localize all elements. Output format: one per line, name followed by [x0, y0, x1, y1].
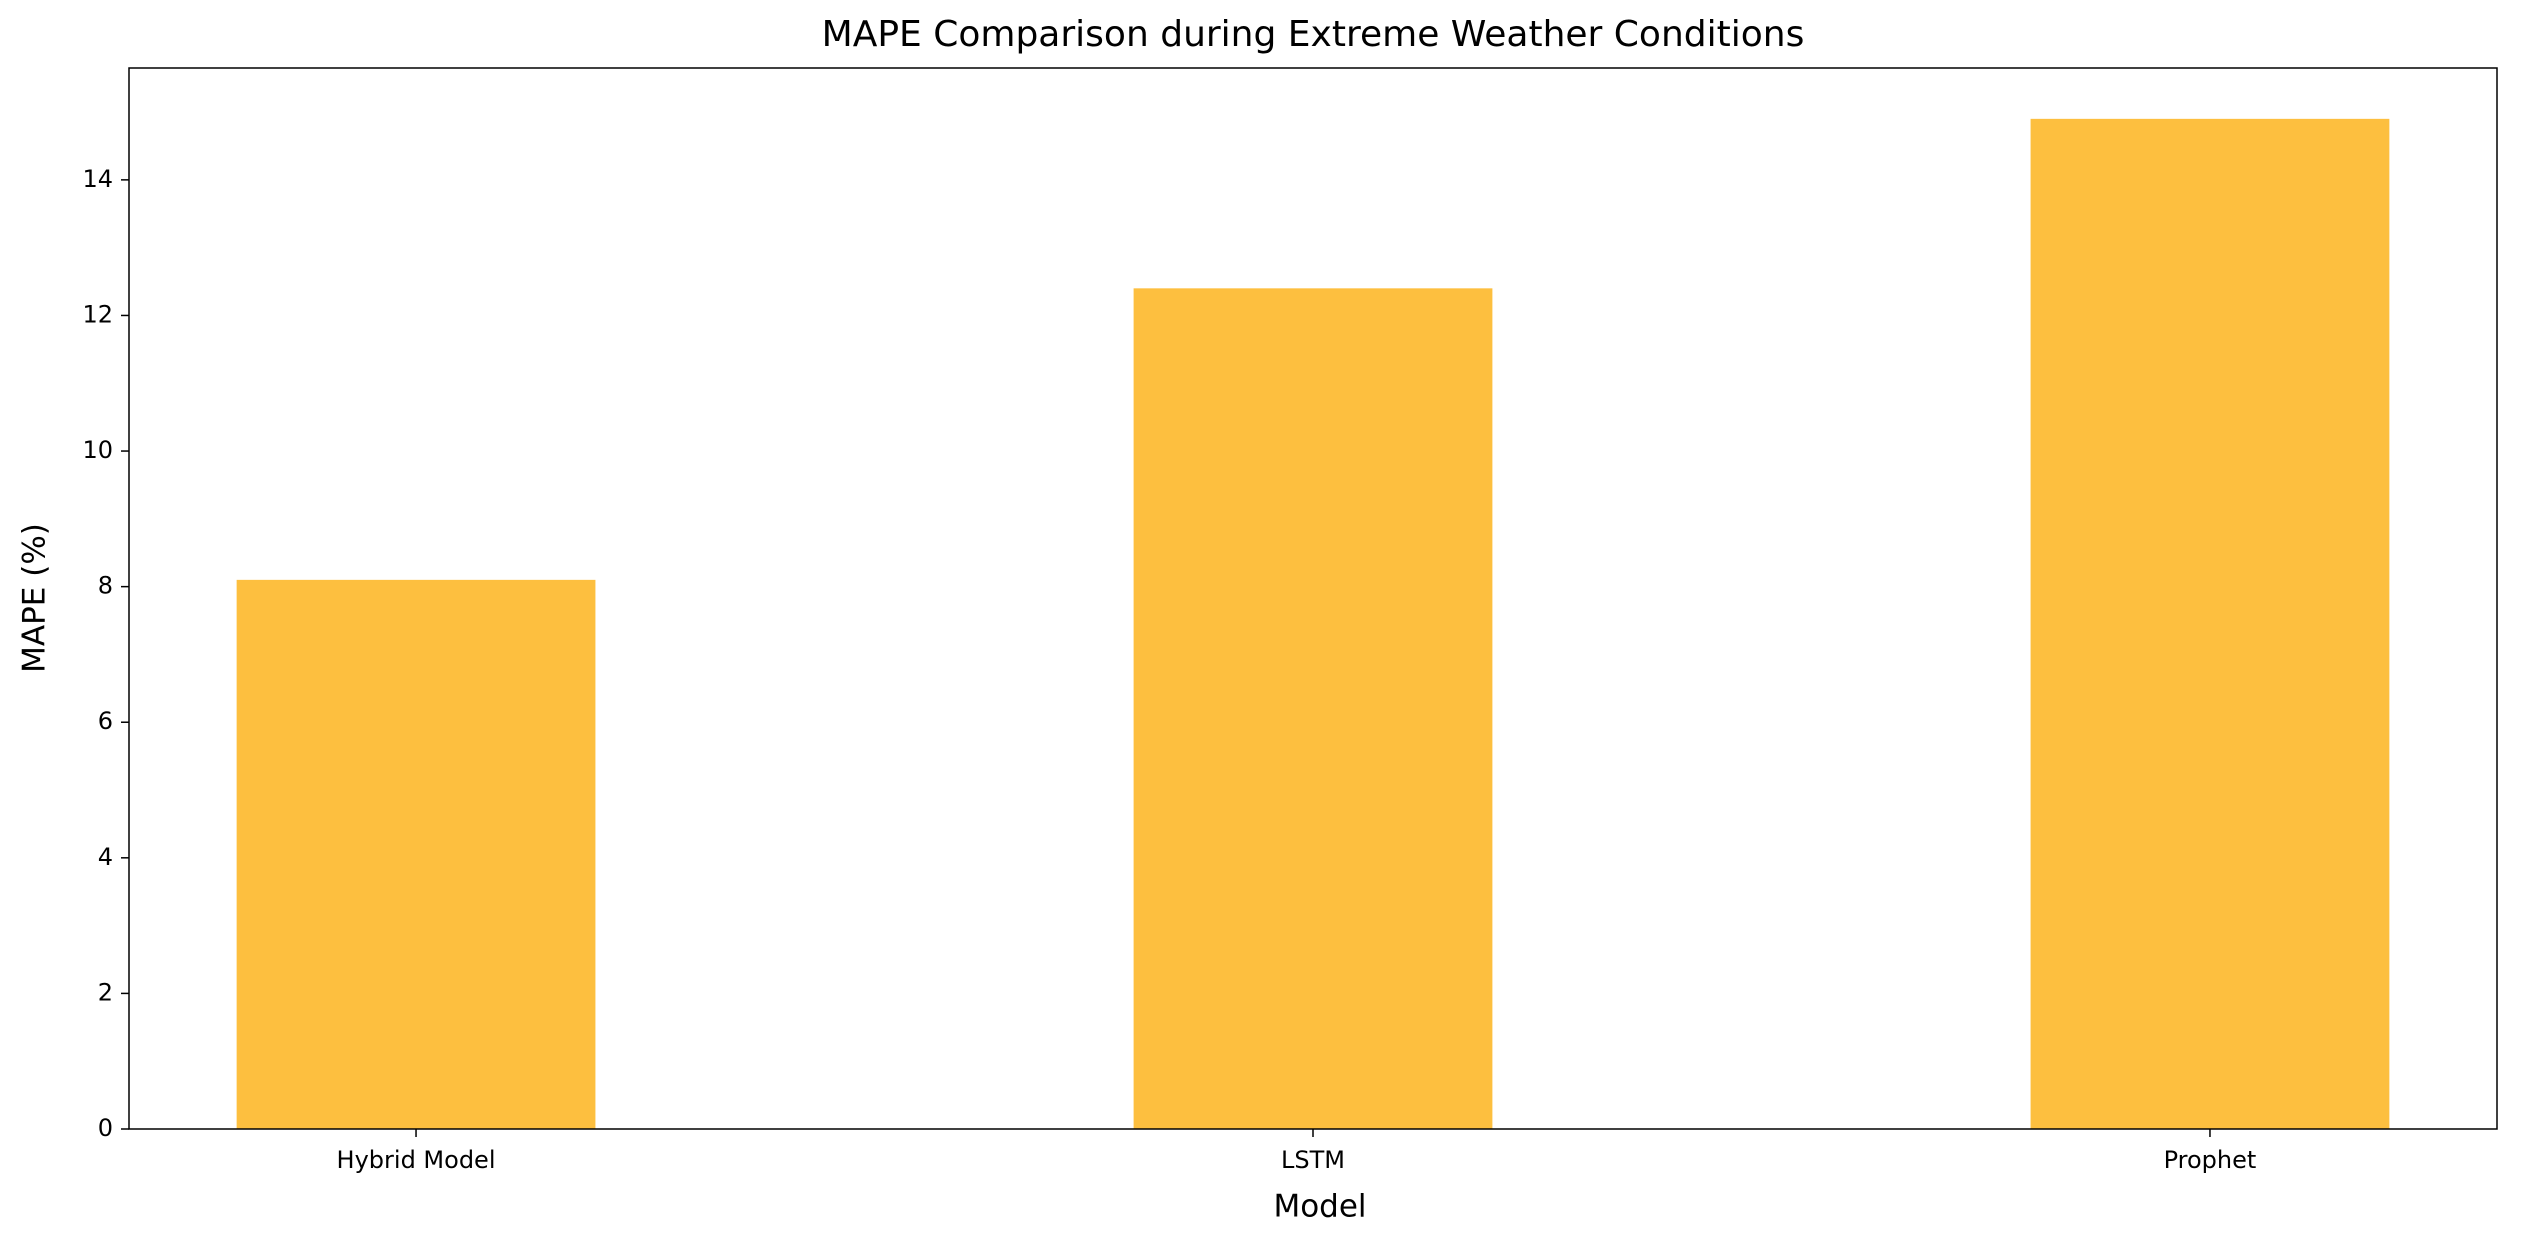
bar [1133, 288, 1493, 1129]
y-tick-label: 4 [98, 843, 113, 871]
bar [236, 579, 596, 1129]
plot-frame [128, 67, 2498, 1130]
y-tick-label: 12 [82, 300, 113, 328]
y-tick-label: 8 [98, 572, 113, 600]
y-tick-label: 14 [82, 165, 113, 193]
x-axis-label: Model [1273, 1189, 1366, 1225]
y-tick-label: 2 [98, 978, 113, 1006]
bar [2030, 118, 2390, 1130]
y-tick-label: 0 [98, 1114, 113, 1142]
y-tick-label: 6 [98, 707, 113, 735]
x-tick-label: LSTM [1281, 1146, 1345, 1174]
y-tick-label: 10 [82, 436, 113, 464]
x-tick-label: Prophet [2164, 1146, 2257, 1174]
x-tick-label: Hybrid Model [337, 1146, 496, 1174]
y-axis-label: MAPE (%) [17, 523, 53, 673]
chart-title: MAPE Comparison during Extreme Weather C… [822, 14, 1805, 55]
